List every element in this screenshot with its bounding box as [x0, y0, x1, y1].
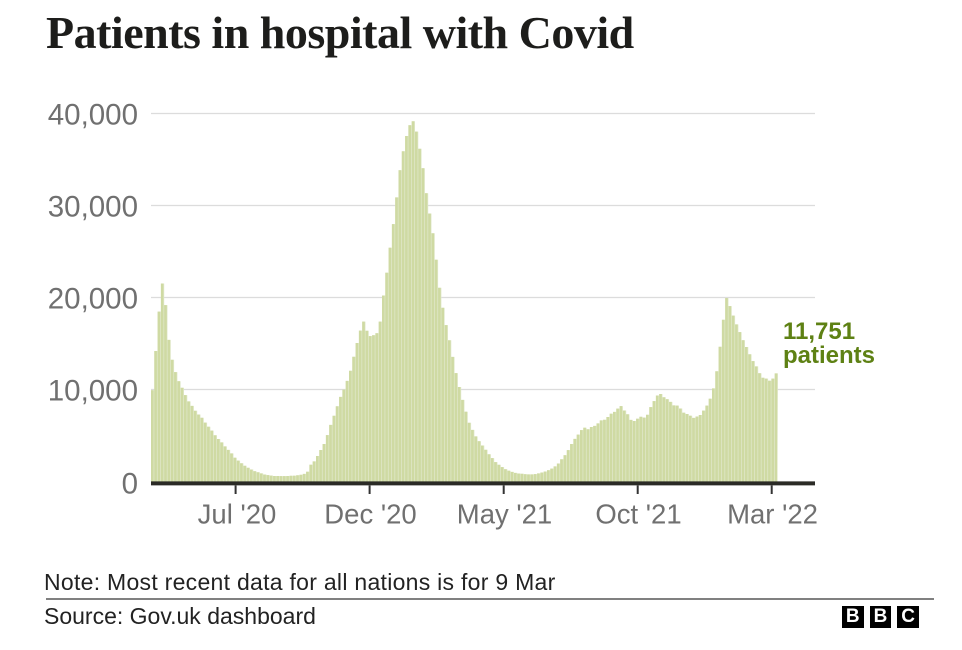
svg-text:Mar '22: Mar '22	[727, 499, 818, 530]
svg-text:10,000: 10,000	[48, 375, 138, 408]
svg-text:0: 0	[122, 467, 138, 500]
svg-text:40,000: 40,000	[48, 99, 138, 132]
svg-text:Oct '21: Oct '21	[595, 499, 681, 530]
svg-text:Jul '20: Jul '20	[198, 499, 277, 530]
svg-text:Dec '20: Dec '20	[324, 499, 416, 530]
svg-text:30,000: 30,000	[48, 191, 138, 224]
svg-text:May '21: May '21	[457, 499, 552, 530]
svg-text:20,000: 20,000	[48, 283, 138, 316]
